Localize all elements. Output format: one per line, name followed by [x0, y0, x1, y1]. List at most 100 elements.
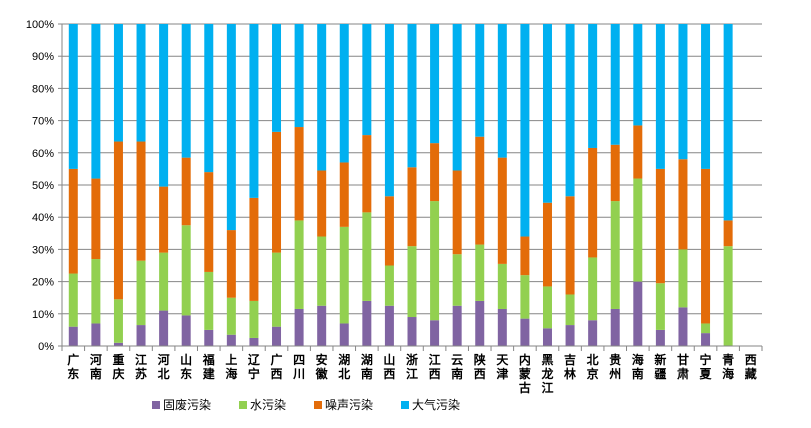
- x-category-char: 湖: [361, 352, 373, 367]
- bar-segment-2: [407, 167, 417, 247]
- x-category-char: 天: [496, 353, 509, 367]
- bar-segment-2: [362, 135, 372, 213]
- x-category-label: 云南: [451, 353, 463, 381]
- x-category-char: 湖: [338, 352, 350, 367]
- bar-segment-1: [91, 259, 101, 324]
- bar-segment-3: [588, 24, 598, 148]
- y-tick-label: 50%: [32, 180, 54, 192]
- bar-segment-2: [272, 131, 282, 253]
- bar-segment-1: [226, 297, 236, 335]
- bar-segment-1: [497, 263, 507, 309]
- x-category-char: 青: [722, 352, 734, 367]
- legend-swatch: [239, 400, 248, 409]
- x-category-label: 陕西: [474, 352, 486, 381]
- bar-segment-0: [475, 300, 485, 346]
- bar-segment-2: [68, 168, 78, 274]
- bar-segment-2: [678, 159, 688, 250]
- x-category-char: 庆: [111, 366, 124, 381]
- x-category-char: 藏: [745, 366, 757, 381]
- x-category-label: 贵州: [608, 352, 621, 381]
- legend-swatch: [401, 400, 410, 409]
- x-category-char: 南: [361, 366, 373, 381]
- bar-segment-0: [452, 305, 462, 346]
- x-category-label: 湖南: [361, 352, 373, 381]
- x-category-char: 建: [202, 366, 216, 381]
- x-category-char: 新: [654, 352, 666, 367]
- x-category-label: 天津: [496, 353, 509, 381]
- x-category-char: 川: [292, 367, 305, 381]
- bar-segment-3: [272, 24, 282, 132]
- bar-segment-3: [68, 24, 78, 169]
- bar-segment-3: [655, 24, 665, 169]
- bar-segment-2: [497, 157, 507, 264]
- x-category-char: 宁: [700, 352, 712, 367]
- x-category-char: 西: [429, 367, 441, 381]
- bar-segment-1: [249, 300, 259, 338]
- bar-segment-1: [204, 271, 214, 330]
- bar-segment-1: [633, 178, 643, 282]
- x-category-char: 南: [632, 366, 644, 381]
- bar-segment-0: [113, 342, 123, 346]
- bar-segment-3: [317, 24, 327, 171]
- bar-segment-2: [113, 141, 123, 300]
- x-category-char: 疆: [654, 367, 666, 381]
- bar-segment-0: [204, 329, 214, 346]
- x-category-char: 贵: [609, 352, 621, 367]
- bar-segment-0: [430, 320, 440, 346]
- bar-segment-1: [181, 225, 191, 316]
- x-category-label: 辽宁: [248, 353, 261, 381]
- x-category-char: 津: [496, 366, 508, 381]
- bar-segment-3: [430, 24, 440, 144]
- y-tick-label: 30%: [32, 244, 54, 256]
- bar-segment-3: [113, 24, 123, 142]
- bar-segment-3: [136, 24, 146, 142]
- bar-segment-2: [294, 127, 304, 221]
- x-category-label: 广东: [67, 352, 79, 381]
- x-category-label: 北京: [587, 352, 599, 381]
- x-category-label: 安徽: [315, 352, 329, 381]
- x-category-label: 重庆: [111, 352, 124, 381]
- x-category-char: 广: [271, 352, 283, 367]
- x-category-label: 海南: [632, 352, 644, 381]
- bar-segment-3: [159, 24, 169, 187]
- x-category-char: 京: [587, 366, 599, 381]
- bar-segment-1: [159, 252, 169, 311]
- bar-segment-1: [339, 226, 349, 324]
- bar-segment-0: [136, 325, 146, 346]
- bar-segment-1: [294, 220, 304, 309]
- legend-label: 固废污染: [163, 398, 212, 412]
- x-category-char: 广: [67, 352, 79, 367]
- bar-segment-1: [588, 257, 598, 321]
- x-axis-category-labels: 广东河南重庆江苏河北山东福建上海辽宁广西四川安徽湖北湖南山西浙江江西云南陕西天津…: [67, 352, 756, 395]
- bar-segment-0: [294, 308, 304, 346]
- legend-item-air: 大气污染: [401, 396, 460, 413]
- bar-segment-1: [362, 212, 372, 301]
- x-category-char: 西: [271, 367, 283, 381]
- x-category-char: 江: [406, 366, 418, 381]
- x-category-char: 江: [541, 380, 553, 395]
- bar-segment-1: [520, 275, 530, 319]
- legend-label: 水污染: [250, 398, 287, 412]
- bar-segment-1: [272, 252, 282, 327]
- bars: [68, 24, 733, 346]
- bar-segment-3: [723, 24, 733, 221]
- bar-segment-3: [226, 24, 236, 231]
- bar-segment-1: [565, 294, 575, 326]
- bar-segment-2: [723, 220, 733, 247]
- bar-segment-2: [204, 172, 214, 272]
- y-tick-label: 60%: [32, 148, 54, 160]
- x-category-label: 江西: [429, 352, 441, 381]
- x-category-char: 重: [112, 352, 124, 367]
- legend-swatch: [314, 400, 323, 409]
- x-category-char: 海: [225, 366, 237, 381]
- legend-item-water: 水污染: [239, 396, 286, 413]
- bar-segment-2: [542, 202, 552, 287]
- bar-segment-3: [610, 24, 620, 145]
- x-category-label: 广西: [271, 352, 283, 381]
- x-category-label: 新疆: [654, 352, 666, 381]
- x-category-char: 北: [587, 352, 599, 367]
- bar-segment-0: [249, 337, 259, 346]
- bar-segment-3: [452, 24, 462, 171]
- x-category-char: 林: [564, 366, 576, 381]
